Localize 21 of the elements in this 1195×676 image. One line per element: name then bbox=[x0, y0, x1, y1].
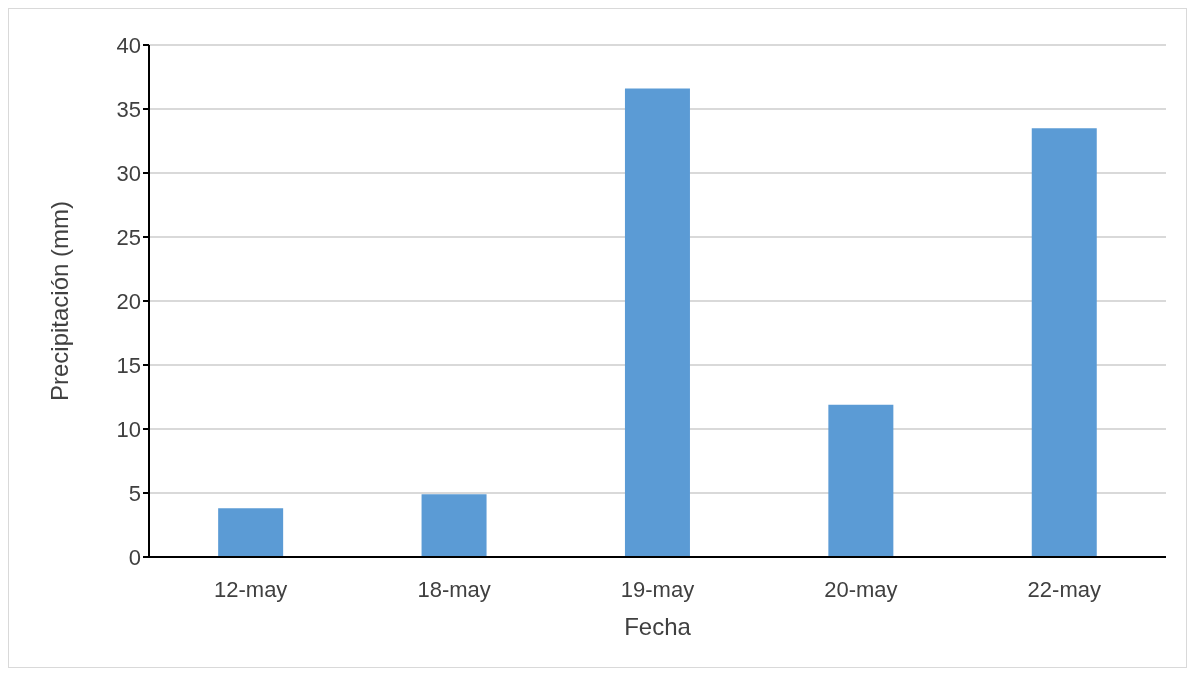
y-tick-label: 25 bbox=[116, 224, 141, 250]
bar bbox=[1031, 128, 1097, 557]
y-tick-label: 30 bbox=[116, 160, 141, 186]
x-tick-label: 12-may bbox=[214, 576, 288, 602]
bar bbox=[624, 88, 690, 557]
y-tick-label: 20 bbox=[116, 288, 141, 314]
bar bbox=[218, 508, 284, 557]
y-tick-label: 35 bbox=[116, 96, 141, 122]
x-tick-label: 20-may bbox=[824, 576, 898, 602]
y-tick-label: 40 bbox=[116, 32, 141, 58]
x-axis-title: Fecha bbox=[624, 613, 692, 640]
x-tick-label: 22-may bbox=[1027, 576, 1101, 602]
y-tick-label: 5 bbox=[128, 480, 141, 506]
bar bbox=[421, 494, 487, 557]
y-tick-label: 10 bbox=[116, 416, 141, 442]
y-axis-title: Precipitación (mm) bbox=[45, 200, 73, 402]
y-tick-label: 0 bbox=[128, 544, 141, 570]
x-tick-label: 19-may bbox=[620, 576, 695, 602]
x-tick-label: 18-may bbox=[417, 576, 491, 602]
bar bbox=[828, 404, 894, 557]
y-tick-label: 15 bbox=[116, 352, 141, 378]
